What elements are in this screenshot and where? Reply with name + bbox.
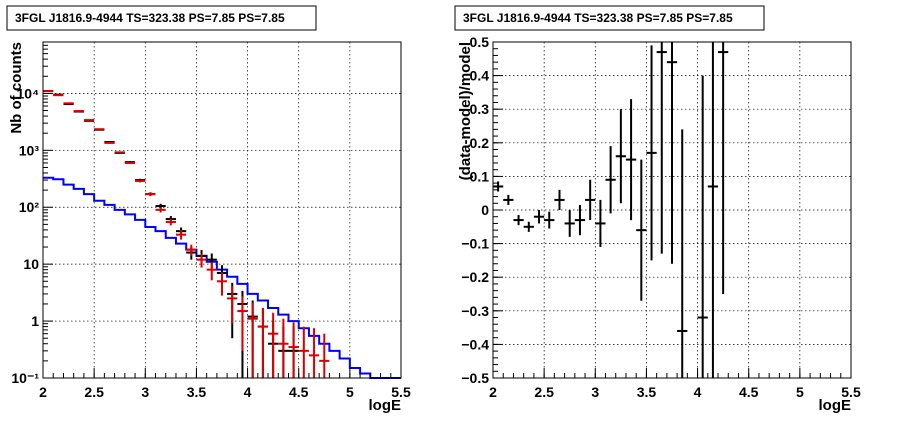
residual-panel: 3FGL J1816.9-4944 TS=323.38 PS=7.85 PS=7… [454, 5, 861, 414]
counts-data-point-2 [298, 326, 309, 378]
counts-data-point-2 [175, 230, 187, 240]
residual-y-tick-label: −0.2 [461, 269, 489, 285]
residual-data-point-0 [707, 42, 719, 378]
counts-y-tick-label: 10 [23, 256, 39, 272]
residual-data-point-0 [554, 189, 565, 210]
counts-x-tick-label: 4.5 [289, 384, 309, 400]
residual-data-point-0 [564, 210, 575, 237]
counts-data-point-2 [63, 102, 74, 105]
residual-data-point-0 [615, 109, 626, 204]
residual-data-point-0 [493, 181, 504, 192]
residual-data-point-0 [503, 194, 514, 205]
counts-x-tick-label: 2.5 [84, 384, 104, 400]
counts-data-point-2 [288, 322, 299, 378]
counts-y-tick-label: 10³ [19, 142, 40, 158]
counts-x-tick-label: 4 [244, 384, 252, 400]
residual-x-tick-label: 4 [694, 384, 702, 400]
counts-data-point-2 [73, 110, 84, 113]
residual-data-point-0 [574, 204, 586, 236]
counts-data-point-2 [268, 312, 279, 378]
counts-x-tick-label: 5 [346, 384, 354, 400]
residual-data-point-0 [697, 75, 708, 378]
counts-data-point-2 [257, 307, 269, 378]
residual-y-tick-label: 0.4 [470, 68, 490, 84]
counts-data-point-2 [247, 302, 258, 378]
counts-data-point-2 [53, 94, 64, 97]
residual-data-point-0 [718, 42, 729, 294]
residual-data-point-0 [513, 215, 524, 226]
residual-x-tick-label: 3 [591, 384, 599, 400]
residual-x-tick-label: 5.5 [841, 384, 861, 400]
residual-data-point-0 [625, 99, 637, 221]
counts-data-point-2 [206, 262, 217, 281]
residual-data-point-0 [523, 221, 534, 232]
counts-data-point-2 [216, 272, 228, 296]
counts-y-tick-label: 10⁴ [17, 85, 40, 101]
counts-x-tick-label: 5.5 [391, 384, 411, 400]
residual-data-point-0 [666, 42, 678, 264]
residual-data-point-0 [533, 210, 545, 224]
counts-panel: 3FGL J1816.9-4944 TS=323.38 PS=7.85 PS=7… [6, 5, 411, 414]
residual-data-point-0 [677, 129, 688, 378]
counts-y-tick-label: 10² [19, 199, 40, 215]
counts-data-point-2 [124, 161, 136, 164]
counts-data-point-2 [278, 318, 289, 378]
counts-data-point-2 [145, 192, 156, 197]
residual-data-point-0 [646, 45, 657, 261]
residual-x-tick-label: 2.5 [534, 384, 554, 400]
residual-y-tick-label: 0.5 [470, 34, 490, 50]
counts-y-axis-title: Nb of counts [8, 42, 25, 134]
residual-title: 3FGL J1816.9-4944 TS=323.38 PS=7.85 PS=7… [463, 11, 733, 25]
residual-x-axis-title: logE [819, 397, 852, 414]
counts-data-point-2 [319, 333, 330, 378]
residual-x-tick-label: 2 [489, 384, 497, 400]
counts-data-point-2 [83, 119, 95, 122]
counts-y-tick-label: 1 [31, 313, 39, 329]
counts-title-box [6, 5, 317, 31]
residual-x-tick-label: 4.5 [739, 384, 759, 400]
counts-data-point-2 [186, 244, 197, 256]
counts-data-point-2 [155, 207, 166, 213]
residual-x-tick-label: 3.5 [637, 384, 657, 400]
counts-x-tick-label: 3.5 [187, 384, 207, 400]
residual-data-point-0 [544, 211, 555, 229]
residual-data-point-0 [595, 199, 606, 247]
counts-x-axis-title: logE [369, 397, 402, 414]
counts-data-point-2 [114, 151, 125, 154]
counts-data-point-2 [94, 128, 105, 131]
residual-data-point-0 [656, 42, 667, 254]
residual-y-tick-label: 0.3 [470, 101, 490, 117]
counts-data-point-2 [165, 219, 176, 226]
residual-y-axis-title: (data-model)/model [457, 42, 474, 180]
residual-y-tick-label: −0.3 [461, 303, 489, 319]
counts-title: 3FGL J1816.9-4944 TS=323.38 PS=7.85 PS=7… [15, 11, 285, 25]
residual-y-tick-label: −0.4 [461, 336, 489, 352]
counts-x-tick-label: 3 [141, 384, 149, 400]
counts-data-point-2 [227, 286, 238, 324]
counts-data-point-2 [196, 253, 207, 268]
counts-y-tick-label: 10⁻¹ [11, 370, 39, 386]
residual-data-point-0 [585, 179, 596, 221]
counts-data-point-2 [104, 141, 115, 144]
residual-y-tick-label: −0.5 [461, 370, 489, 386]
residual-y-tick-label: 0.1 [470, 168, 490, 184]
counts-model-step-line [43, 176, 401, 379]
residual-y-tick-label: −0.1 [461, 236, 489, 252]
residual-y-tick-label: 0.2 [470, 135, 490, 151]
residual-title-box [454, 5, 765, 31]
counts-data-point-2 [135, 179, 146, 183]
counts-data-point-2 [237, 296, 248, 351]
counts-plot-frame [42, 41, 402, 379]
residual-x-tick-label: 5 [796, 384, 804, 400]
residual-data-point-0 [636, 159, 647, 301]
counts-data-point-2 [308, 328, 320, 378]
residual-data-point-0 [605, 146, 616, 214]
counts-x-tick-label: 2 [39, 384, 47, 400]
residual-y-tick-label: 0 [481, 202, 489, 218]
